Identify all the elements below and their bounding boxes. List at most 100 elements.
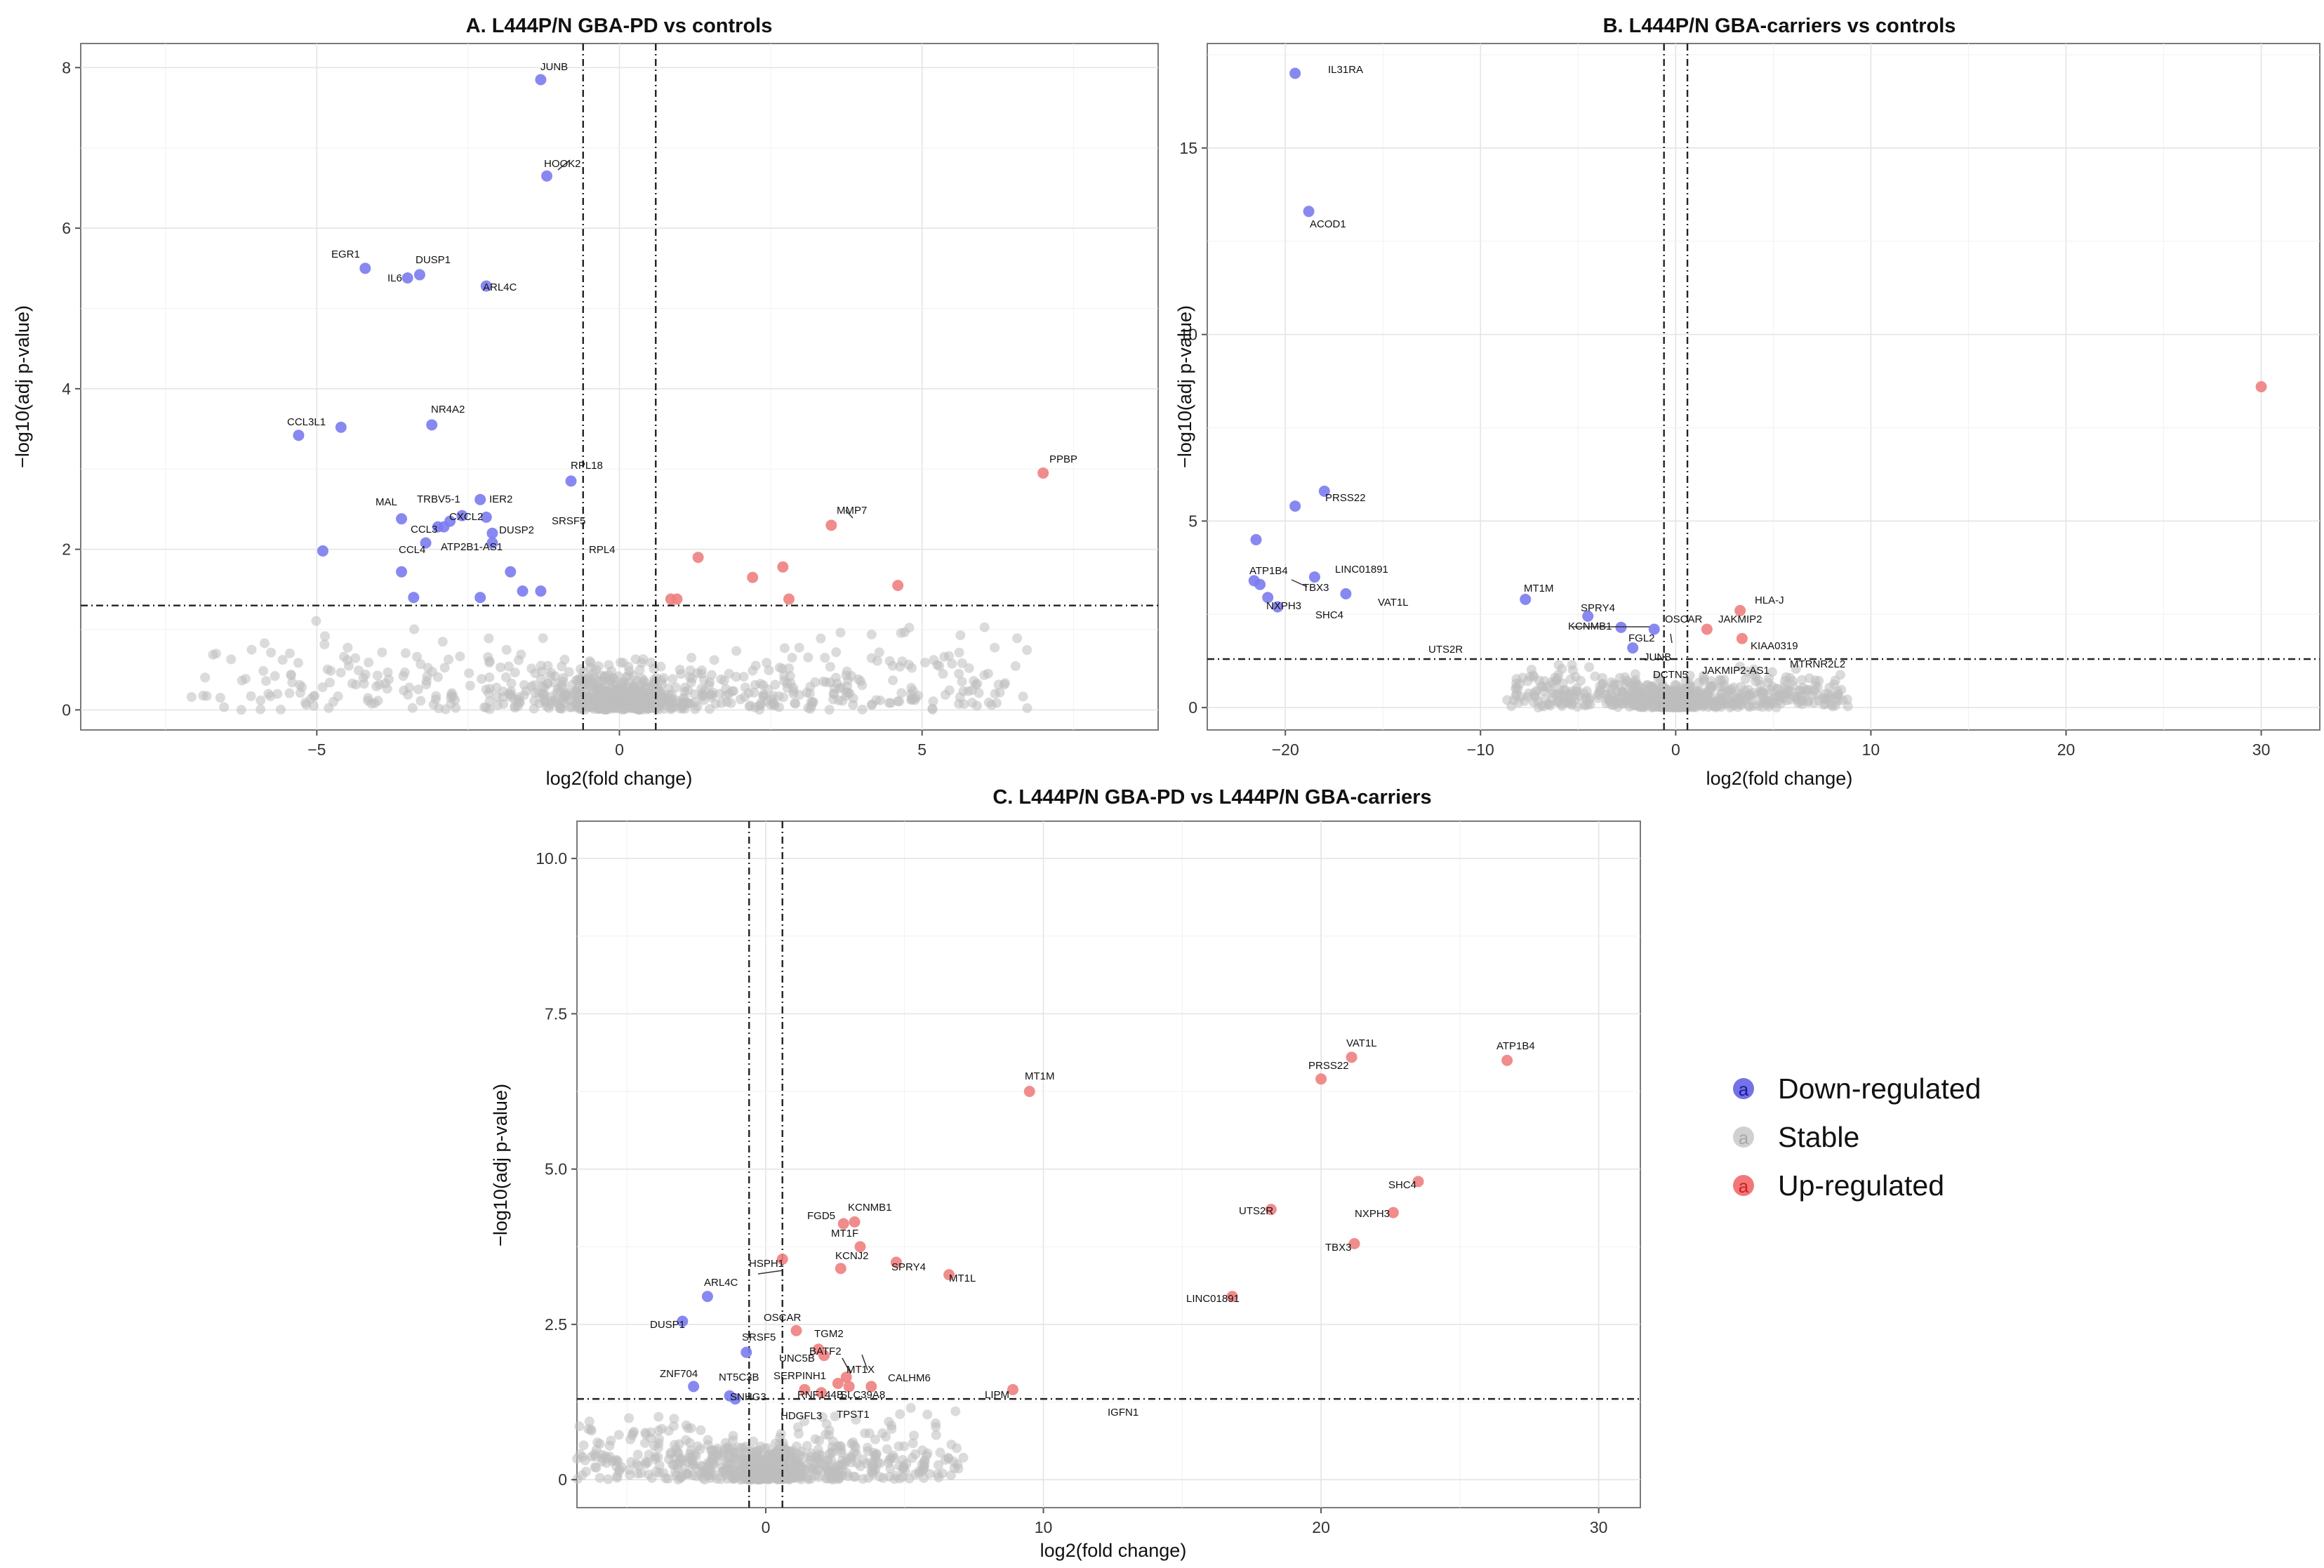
gene-label: MTRNR2L2 (1790, 658, 1845, 670)
stable-point (869, 1466, 879, 1476)
down-regulated-point (541, 170, 553, 182)
stable-point (779, 643, 790, 653)
stable-point (710, 698, 721, 709)
stable-point (1525, 672, 1535, 682)
panel-c-title: C. L444P/N GBA-PD vs L444P/N GBA-carrier… (992, 786, 1431, 809)
stable-point (934, 660, 945, 671)
stable-point (707, 1445, 717, 1456)
stable-point (955, 630, 966, 641)
stable-point (1724, 696, 1734, 706)
x-tick-label: 30 (1590, 1518, 1608, 1536)
up-regulated-point (843, 1381, 855, 1393)
up-regulated-point (825, 519, 837, 531)
label-leader (845, 510, 854, 519)
stable-point (696, 669, 707, 679)
stable-point (820, 653, 830, 663)
stable-point (744, 1447, 755, 1457)
x-tick-label: 5 (917, 740, 927, 759)
gene-label: CXCL2 (449, 511, 483, 523)
stable-point (677, 701, 687, 712)
stable-point (564, 667, 574, 677)
stable-point (640, 1456, 651, 1467)
stable-point (1747, 695, 1758, 705)
stable-point (591, 665, 602, 675)
stable-point (653, 1433, 664, 1444)
up-regulated-point (1265, 1204, 1277, 1216)
gene-label: FGL2 (1628, 632, 1655, 644)
y-tick-label: 7.5 (545, 1004, 567, 1023)
up-regulated-point (776, 1253, 788, 1265)
up-regulated-point (1315, 1073, 1327, 1085)
stable-point (215, 693, 225, 703)
gene-label: MT1M (1025, 1070, 1055, 1082)
stable-point (668, 1421, 679, 1431)
stable-point (803, 652, 814, 663)
down-regulated-point (1308, 571, 1320, 583)
stable-point (940, 1454, 950, 1465)
up-regulated-point (849, 1216, 861, 1228)
stable-point (226, 654, 237, 665)
stable-point (404, 682, 415, 693)
legend-key-up (1733, 1175, 1754, 1196)
stable-point (836, 1445, 846, 1456)
stable-point (1631, 675, 1641, 685)
panel-a-stable-points (186, 616, 1032, 715)
stable-point (799, 1416, 810, 1427)
down-regulated-point (1318, 485, 1330, 497)
stable-point (484, 656, 495, 666)
stable-point (1791, 664, 1801, 675)
stable-point (957, 658, 967, 668)
stable-point (950, 1406, 961, 1416)
stable-point (642, 701, 653, 712)
stable-point (586, 1426, 597, 1436)
stable-point (1764, 673, 1774, 684)
stable-point (1706, 685, 1716, 696)
stable-point (585, 656, 595, 666)
gene-label: SLC39A8 (840, 1389, 885, 1401)
stable-point (1812, 689, 1822, 700)
stable-point (1608, 700, 1619, 710)
stable-point (1749, 687, 1760, 698)
gene-label: UNC5B (779, 1353, 815, 1364)
stable-point (572, 694, 583, 705)
stable-point (675, 1454, 685, 1464)
stable-point (806, 1451, 816, 1462)
panel-b-title: B. L444P/N GBA-carriers vs controls (1603, 15, 1956, 37)
stable-point (1581, 686, 1592, 696)
stable-point (964, 663, 974, 673)
stable-point (322, 664, 333, 675)
stable-point (514, 698, 525, 708)
stable-point (263, 689, 274, 699)
stable-point (1757, 702, 1767, 712)
up-regulated-point (892, 580, 904, 592)
stable-point (403, 689, 413, 700)
down-regulated-point (1303, 206, 1315, 218)
stable-point (557, 682, 568, 693)
stable-point (626, 693, 637, 703)
gene-label: TBX3 (1303, 582, 1329, 594)
stable-point (895, 661, 905, 672)
y-tick-label: 0 (1188, 698, 1197, 717)
stable-point (790, 1455, 800, 1466)
panel-c-plot-area (576, 820, 1641, 1508)
gene-label: HSPH1 (749, 1258, 784, 1270)
y-tick-label: 8 (62, 58, 71, 77)
stable-point (1590, 671, 1600, 682)
stable-point (909, 1430, 919, 1441)
up-regulated-point (790, 1324, 802, 1336)
up-regulated-point (890, 1256, 902, 1268)
legend-label-stable: Stable (1778, 1121, 1859, 1153)
stable-point (529, 703, 539, 714)
down-regulated-point (535, 74, 547, 86)
stable-point (831, 647, 842, 658)
stable-point (738, 672, 749, 682)
gene-label: SERPINH1 (773, 1370, 826, 1382)
stable-point (1621, 675, 1632, 686)
stable-point (584, 1416, 595, 1427)
gene-label: NR4A2 (431, 404, 465, 416)
down-regulated-point (1520, 593, 1532, 605)
legend-key-stable (1733, 1127, 1754, 1148)
down-regulated-point (1627, 642, 1639, 654)
stable-point (1740, 674, 1751, 684)
stable-point (867, 699, 877, 710)
